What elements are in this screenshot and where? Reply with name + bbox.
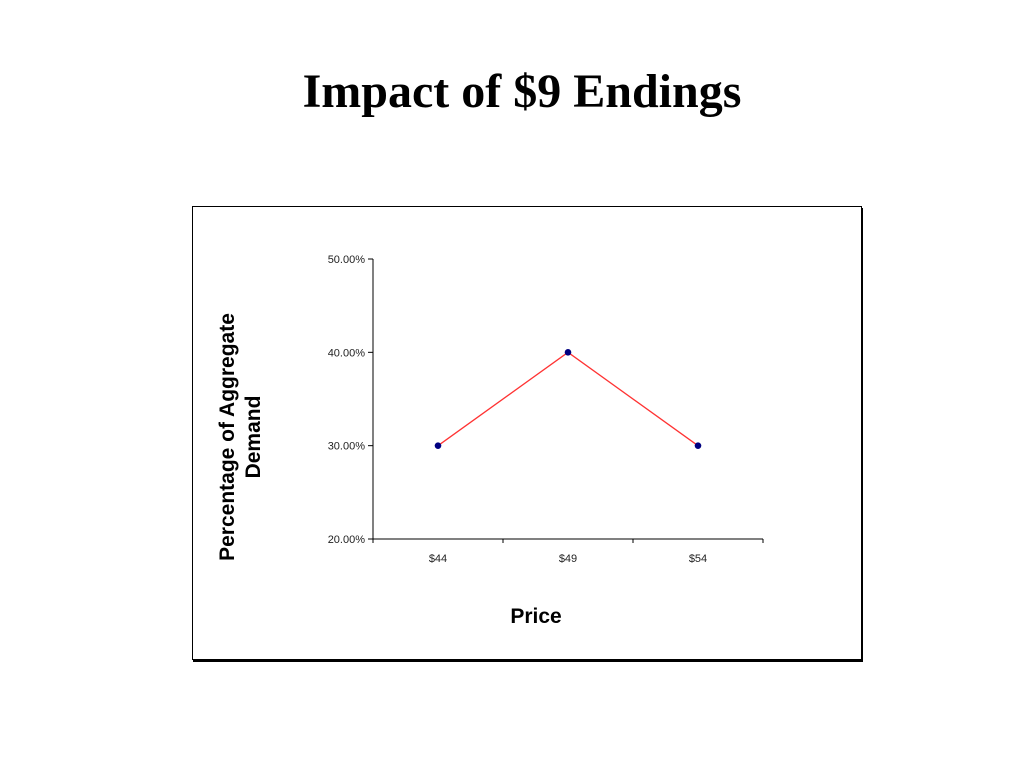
series-group [434,349,702,449]
data-point [694,442,702,449]
y-tick-label: 40.00% [328,347,366,359]
y-tick-label: 50.00% [328,254,366,266]
x-axis-title: Price [510,605,561,628]
x-ticks: $44 $49 $54 [372,539,764,565]
data-point [564,349,572,356]
y-axis-title-line-1: Percentage of Aggregate [216,313,239,561]
y-ticks: 20.00% 30.00% 40.00% 50.00% [328,254,373,546]
y-axis-title-line-2: Demand [242,396,265,479]
data-point [434,442,442,449]
slide-title: Impact of $9 Endings [302,65,742,118]
x-tick-label: $49 [559,553,577,565]
line-chart: 20.00% 30.00% 40.00% 50.00% $44 $49 $54 Perce… [216,254,764,628]
x-tick-label: $54 [689,553,707,565]
series-line [437,351,699,447]
chart-frame: 20.00% 30.00% 40.00% 50.00% $44 $49 $54 Perce… [192,206,862,660]
y-tick-label: 30.00% [328,441,366,453]
y-tick-label: 20.00% [328,534,366,546]
x-tick-label: $44 [429,553,447,565]
